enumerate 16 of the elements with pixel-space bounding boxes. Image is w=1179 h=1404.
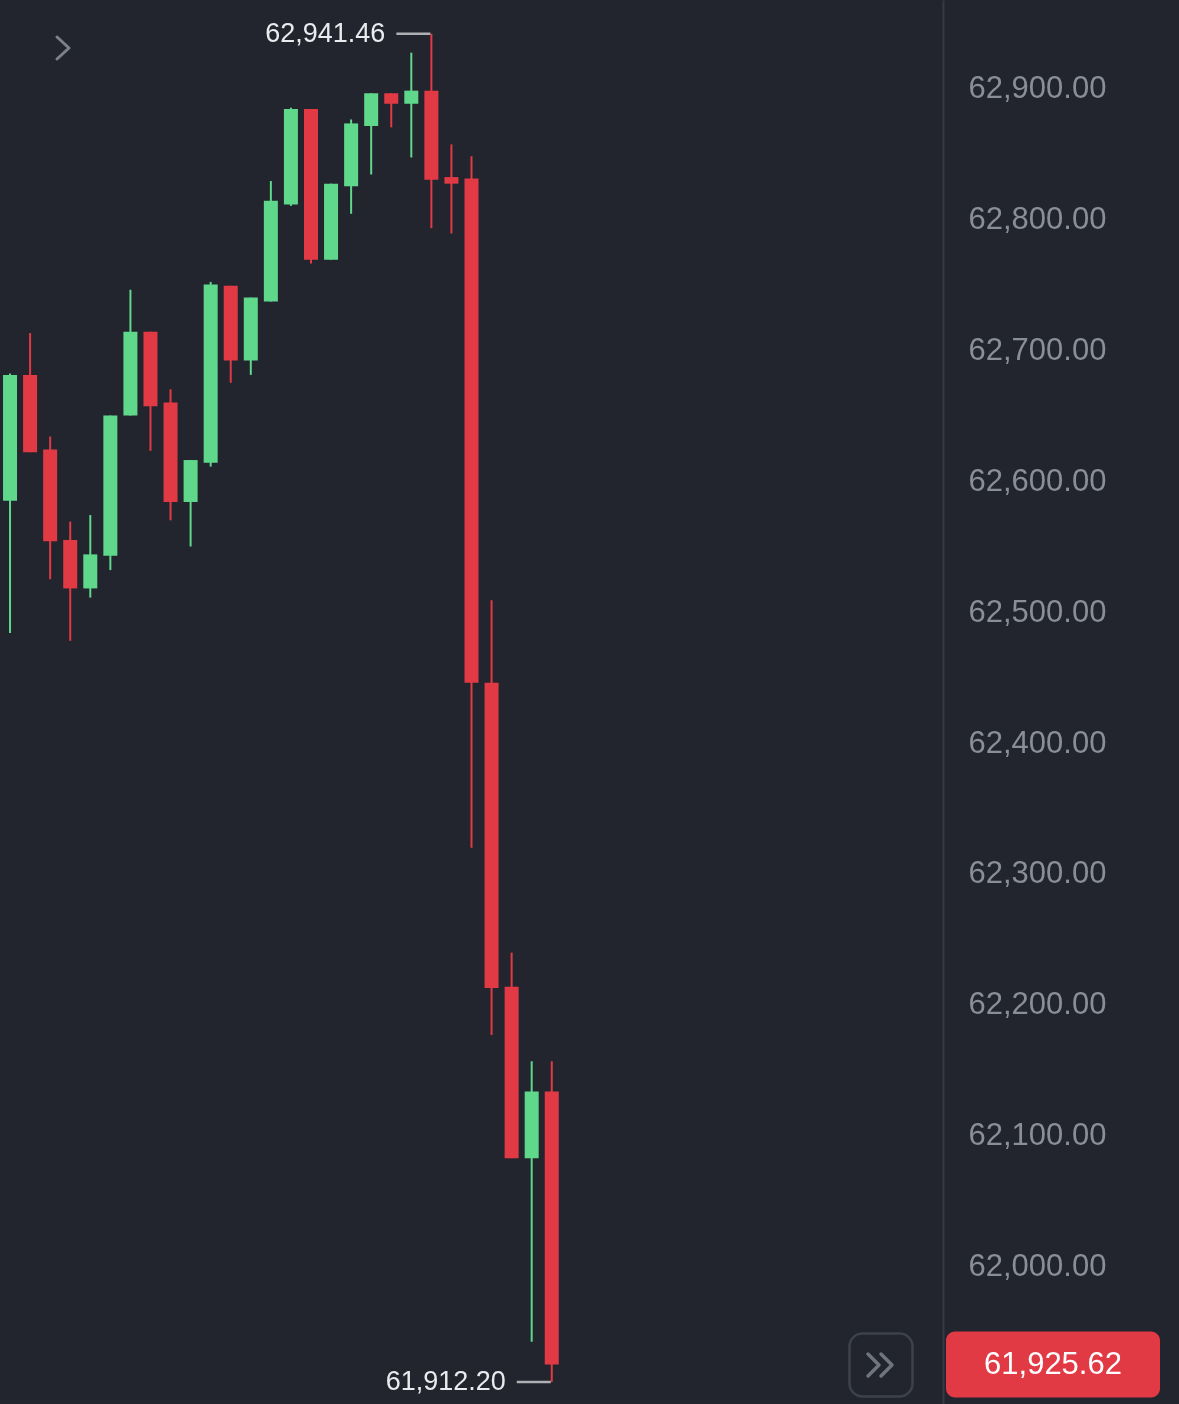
y-tick-label: 62,500.00 (968, 593, 1107, 629)
y-tick-label: 62,900.00 (968, 69, 1107, 105)
annotation: 62,941.46 (265, 17, 386, 48)
y-tick-label: 62,800.00 (968, 200, 1107, 236)
y-tick-label: 62,400.00 (968, 724, 1107, 760)
candlestick (444, 143, 459, 235)
y-tick-label: 62,600.00 (968, 462, 1107, 498)
annotation: 61,912.20 (385, 1365, 506, 1396)
text: 61,925.62 (984, 1346, 1122, 1382)
y-tick-label: 62,200.00 (968, 986, 1107, 1022)
y-tick-label: 62,000.00 (968, 1248, 1107, 1284)
candlestick (384, 92, 399, 129)
y-tick-label: 62,100.00 (968, 1117, 1107, 1153)
candlestick (404, 51, 419, 159)
y-tick-label: 62,700.00 (968, 331, 1107, 367)
y-tick-label: 62,300.00 (968, 855, 1107, 891)
